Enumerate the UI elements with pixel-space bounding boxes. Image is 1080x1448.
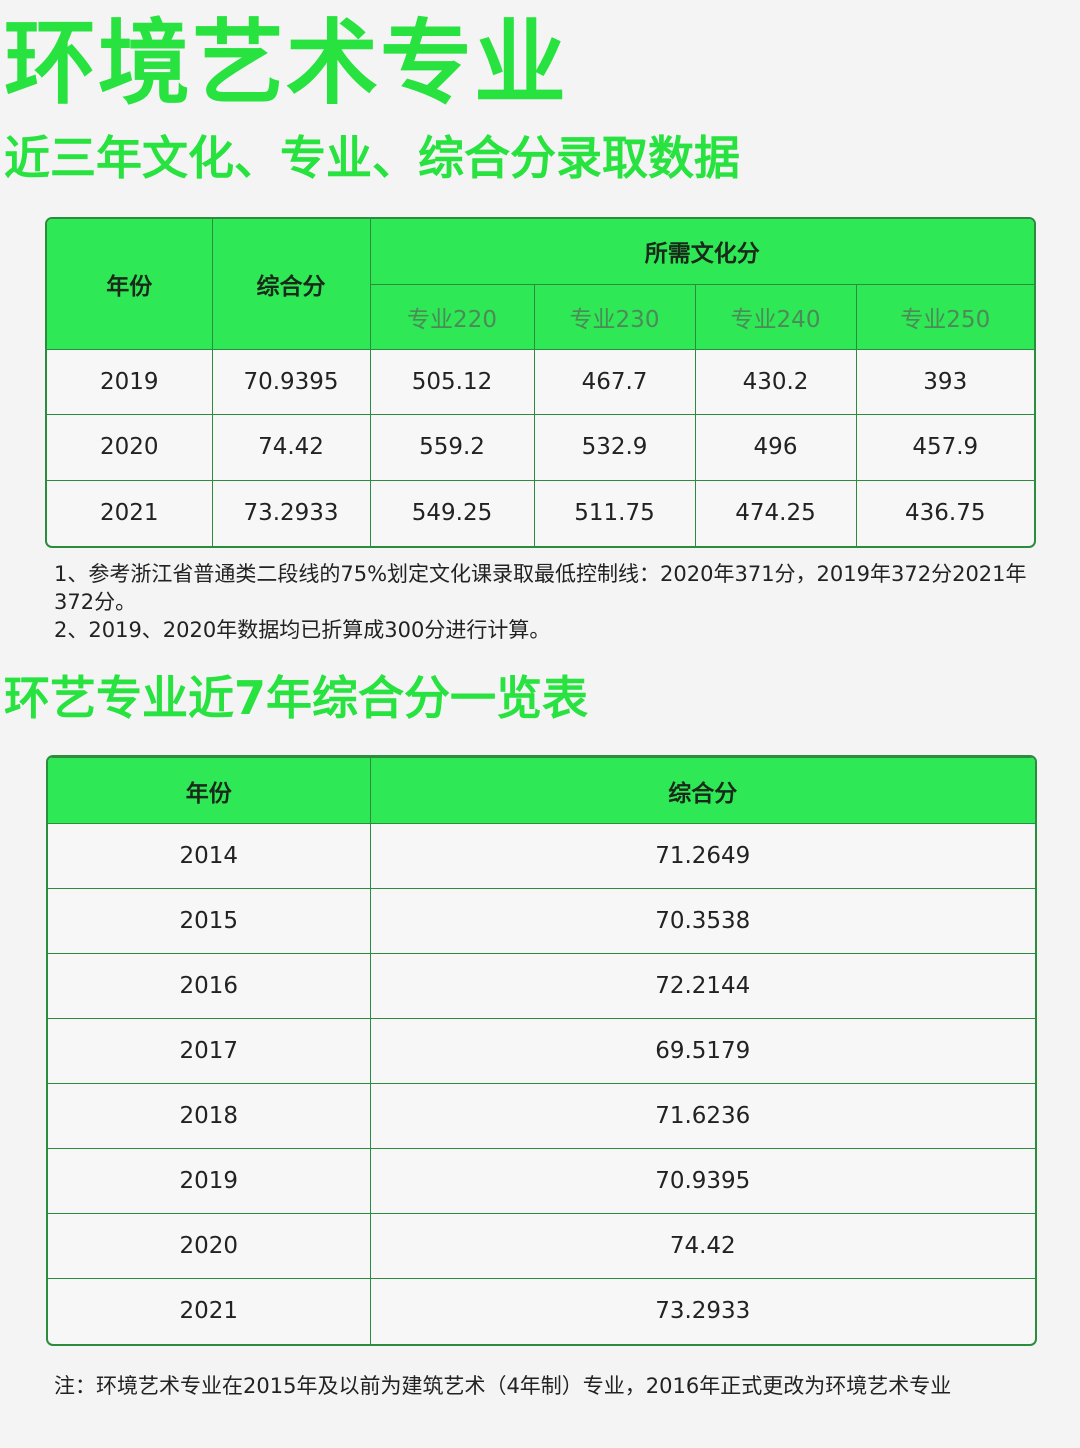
- table-cell: 2016: [48, 953, 371, 1019]
- subtitle: 近三年文化、专业、综合分录取数据: [4, 131, 740, 185]
- note: 2、2019、2020年数据均已折算成300分进行计算。: [54, 618, 551, 642]
- table-cell: 71.2649: [369, 823, 1035, 889]
- table-cell: 2019: [47, 348, 213, 415]
- table-cell: 74.42: [211, 413, 371, 481]
- header-cell: 专业250: [855, 283, 1034, 349]
- notes: 1、参考浙江省普通类二段线的75%划定文化课录取最低控制线：2020年371分，…: [54, 560, 1029, 644]
- table-row: 2021 73.2933 549.25 511.75 474.25 436.75: [47, 479, 1034, 546]
- table-row: 2016 72.2144: [48, 953, 1035, 1019]
- table-cell: 2020: [48, 1213, 371, 1279]
- note: 1、参考浙江省普通类二段线的75%划定文化课录取最低控制线：2020年371分，…: [54, 562, 1027, 614]
- header-row: 年份 综合分: [48, 757, 1035, 824]
- table-cell: 2017: [48, 1018, 371, 1084]
- header-cell: 专业240: [694, 283, 857, 349]
- table-cell: 74.42: [369, 1213, 1035, 1279]
- table-cell: 511.75: [533, 479, 696, 546]
- header-cell: 年份: [48, 757, 371, 824]
- table-cell: 474.25: [694, 479, 857, 546]
- table-row: 2014 71.2649: [48, 823, 1035, 889]
- composite-table: 年份 综合分 2014 71.2649 2015 70.3538 2016 72.2144 20…: [48, 757, 1035, 1344]
- table-cell: 532.9: [533, 413, 696, 481]
- table-cell: 71.6236: [369, 1083, 1035, 1149]
- header-cell: 专业230: [533, 283, 696, 349]
- table-row: 2017 69.5179: [48, 1018, 1035, 1084]
- table-row: 2015 70.3538: [48, 888, 1035, 954]
- header-cell: 年份: [47, 219, 213, 350]
- header-cell: 所需文化分: [369, 219, 1034, 285]
- table-cell: 70.9395: [211, 348, 371, 415]
- table-cell: 73.2933: [369, 1278, 1035, 1344]
- table-row: 2021 73.2933: [48, 1278, 1035, 1344]
- table-cell: 2014: [48, 823, 371, 889]
- table-frame: 年份 综合分 2014 71.2649 2015 70.3538 2016 72.2144 20…: [46, 755, 1037, 1346]
- table-cell: 467.7: [533, 348, 696, 415]
- section-title: 环艺专业近7年综合分一览表: [4, 671, 589, 725]
- table-cell: 457.9: [855, 413, 1034, 481]
- table-cell: 72.2144: [369, 953, 1035, 1019]
- table-cell: 430.2: [694, 348, 857, 415]
- table-row: 2019 70.9395: [48, 1148, 1035, 1214]
- table-frame: 年份 综合分 所需文化分 专业220 专业230 专业240 专业250 2019 70…: [45, 217, 1036, 548]
- table-cell: 393: [855, 348, 1034, 415]
- table-cell: 559.2: [369, 413, 535, 481]
- header-cell: 综合分: [211, 219, 371, 350]
- header-cell: 综合分: [369, 757, 1035, 824]
- table-cell: 2020: [47, 413, 213, 481]
- table-cell: 2019: [48, 1148, 371, 1214]
- table-row: 2018 71.6236: [48, 1083, 1035, 1149]
- table-cell: 549.25: [369, 479, 535, 546]
- table-row: 2020 74.42 559.2 532.9 496 457.9: [47, 413, 1034, 481]
- header-cell: 专业220: [370, 283, 535, 349]
- table-cell: 2021: [48, 1278, 371, 1344]
- footnote: 注：环境艺术专业在2015年及以前为建筑艺术（4年制）专业，2016年正式更改为…: [54, 1374, 952, 1398]
- table-cell: 2015: [48, 888, 371, 954]
- table-cell: 73.2933: [211, 479, 371, 546]
- table-cell: 496: [694, 413, 857, 481]
- table-cell: 436.75: [855, 479, 1034, 546]
- table-cell: 505.12: [369, 348, 535, 415]
- table-cell: 69.5179: [369, 1018, 1035, 1084]
- page-title: 环境艺术专业: [4, 10, 569, 117]
- table-cell: 2021: [47, 479, 213, 546]
- table-cell: 2018: [48, 1083, 371, 1149]
- table-row: 2020 74.42: [48, 1213, 1035, 1279]
- table-cell: 70.3538: [369, 888, 1035, 954]
- admission-table: 年份 综合分 所需文化分 专业220 专业230 专业240 专业250 2019 70…: [47, 219, 1034, 546]
- table-row: 2019 70.9395 505.12 467.7 430.2 393: [47, 348, 1034, 415]
- table-cell: 70.9395: [369, 1148, 1035, 1214]
